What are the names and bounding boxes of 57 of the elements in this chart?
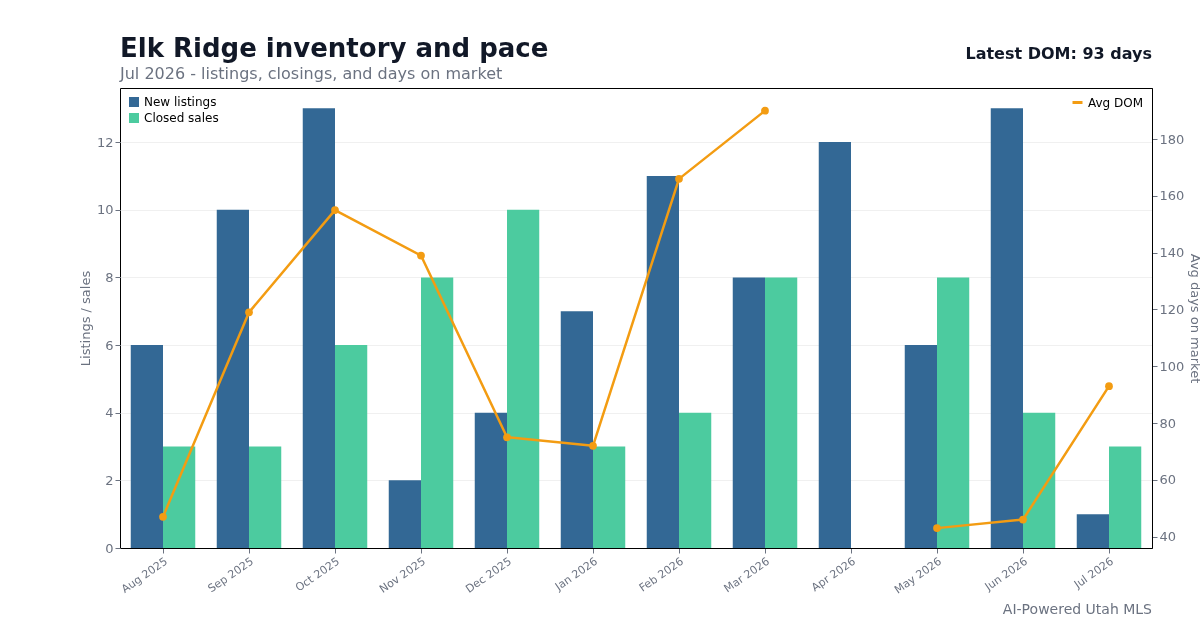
point <box>589 441 597 450</box>
point <box>1019 515 1027 524</box>
bar <box>990 108 1023 548</box>
point <box>761 106 769 115</box>
point <box>159 512 167 521</box>
point <box>417 251 425 260</box>
bar <box>646 175 679 548</box>
y-tick-label: 6 <box>105 337 114 353</box>
bar <box>593 446 626 548</box>
bar <box>163 446 196 548</box>
bar <box>732 277 765 548</box>
point <box>675 175 683 183</box>
y-tick-label: 12 <box>96 134 114 150</box>
text: AI-Powered Utah MLS <box>1002 601 1152 617</box>
y-tick-label: 10 <box>96 202 114 218</box>
y2-tick-label: 160 <box>1159 188 1185 204</box>
legend-label: Avg DOM <box>1088 95 1144 110</box>
chart-title: Elk Ridge inventory and pace <box>120 33 549 63</box>
bar <box>335 345 368 548</box>
bar <box>421 277 454 548</box>
y-tick-label: 8 <box>105 269 114 285</box>
point <box>1105 382 1113 391</box>
bar <box>249 446 282 548</box>
point <box>331 206 339 214</box>
text: Latest DOM: 93 days <box>965 44 1152 63</box>
bar <box>1023 412 1056 548</box>
chart-subtitle: Jul 2026 - listings, closings, and days on market <box>119 64 503 83</box>
bar <box>679 412 712 548</box>
bar <box>216 209 249 548</box>
bar <box>904 345 937 548</box>
y2-tick-label: 140 <box>1159 245 1185 261</box>
point <box>933 524 941 532</box>
y-tick-label: 0 <box>105 540 114 556</box>
y2-tick-label: 80 <box>1159 415 1177 431</box>
bar <box>130 345 163 548</box>
bar <box>1076 514 1109 548</box>
bar <box>474 412 507 548</box>
y2-tick-label: 40 <box>1159 529 1177 545</box>
bar <box>388 480 421 548</box>
bar <box>818 142 851 548</box>
bar <box>937 277 970 548</box>
bar <box>302 108 335 548</box>
y-tick-label: 2 <box>105 472 114 488</box>
y2-tick-label: 180 <box>1159 131 1185 147</box>
y2-tick-label: 100 <box>1159 358 1185 374</box>
y2-tick-label: 60 <box>1159 472 1177 488</box>
y-axis-title: Listings / sales <box>77 270 93 367</box>
legend-label: Closed sales <box>144 111 219 125</box>
point <box>245 308 253 317</box>
bar <box>507 209 540 548</box>
y-tick-label: 4 <box>105 405 114 421</box>
bar <box>765 277 798 548</box>
legend-label: New listings <box>144 95 217 109</box>
point <box>503 433 511 442</box>
bar <box>1109 446 1142 548</box>
y2-tick-label: 120 <box>1159 301 1185 317</box>
bar <box>560 311 593 548</box>
